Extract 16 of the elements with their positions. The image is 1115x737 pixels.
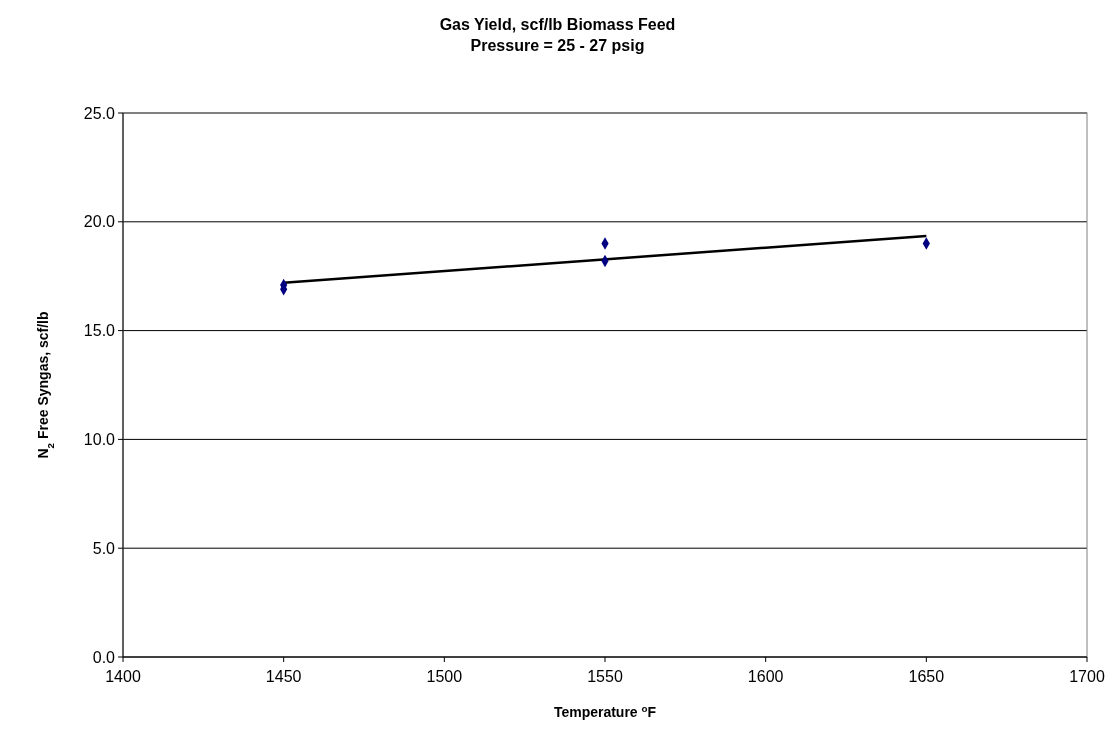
x-tick-label: 1650	[908, 668, 945, 685]
x-tick-label: 1700	[1069, 668, 1105, 685]
chart-title: Gas Yield, scf/lb Biomass Feed	[439, 16, 676, 33]
y-tick-label: 15.0	[83, 322, 116, 340]
x-tick-label: 1600	[747, 668, 784, 685]
y-tick-label: 20.0	[83, 213, 116, 231]
y-tick-label: 10.0	[83, 431, 116, 448]
x-axis-title: Temperature $^{o}$F	[553, 702, 657, 720]
y-tick-label: 5.0	[92, 539, 116, 557]
x-tick-label: 1400	[105, 668, 141, 685]
y-tick-label: 25.0	[83, 104, 116, 122]
y-tick-label: 0.0	[92, 648, 116, 666]
chart-subtitle: Pressure = 25 - 27 psig	[470, 37, 645, 54]
x-tick-label: 1450	[265, 668, 302, 685]
x-tick-label: 1500	[426, 668, 463, 685]
x-tick-label: 1550	[587, 668, 623, 685]
